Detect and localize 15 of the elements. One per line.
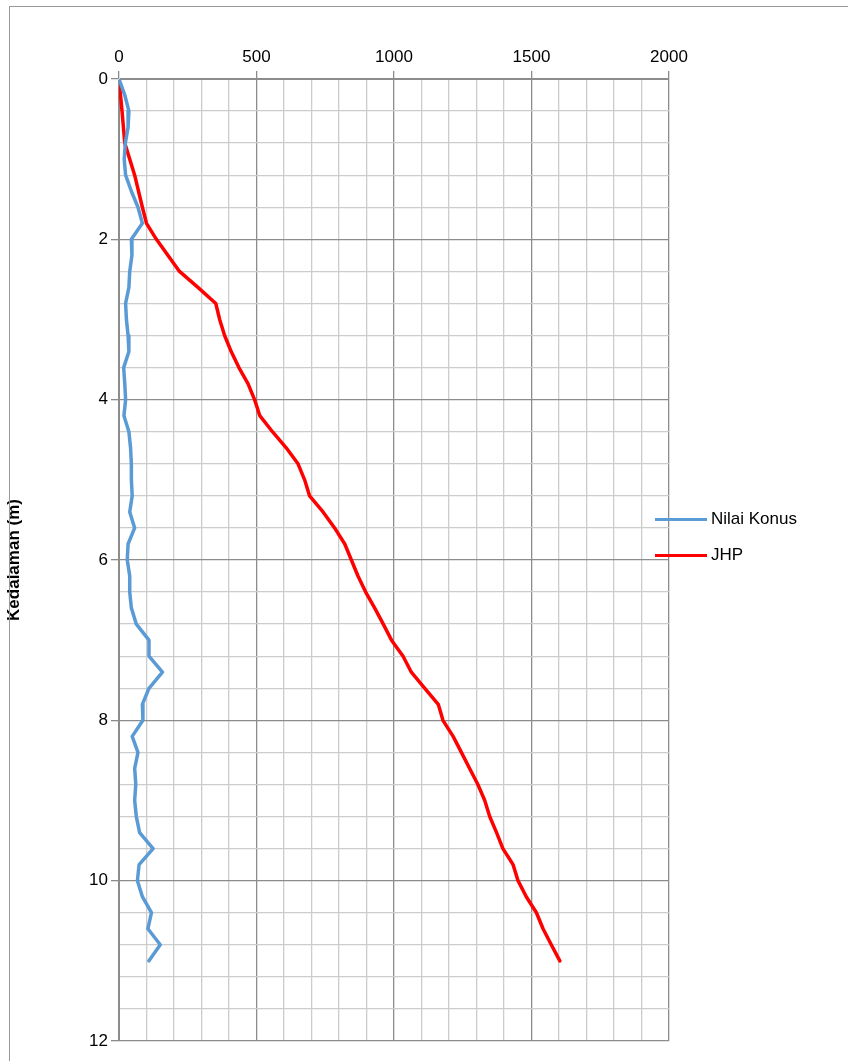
legend-label: Nilai Konus (711, 509, 797, 529)
y-tick-label: 0 (98, 68, 108, 88)
y-tick-label: 12 (89, 1030, 108, 1050)
y-tick-label: 2 (98, 229, 108, 249)
x-tick-label: 2000 (650, 47, 688, 67)
y-tick-label: 6 (98, 549, 108, 569)
y-tick-label: 4 (98, 389, 108, 409)
y-tick-label: 10 (89, 870, 108, 890)
x-tick-label: 1000 (375, 47, 413, 67)
legend-label: JHP (711, 545, 744, 565)
y-tick-label: 8 (98, 710, 108, 730)
x-tick-label: 1500 (512, 47, 551, 67)
x-tick-label: 0 (114, 47, 124, 67)
x-tick-label: 500 (242, 47, 271, 67)
y-axis-title: Kedalaman (m) (3, 499, 23, 621)
